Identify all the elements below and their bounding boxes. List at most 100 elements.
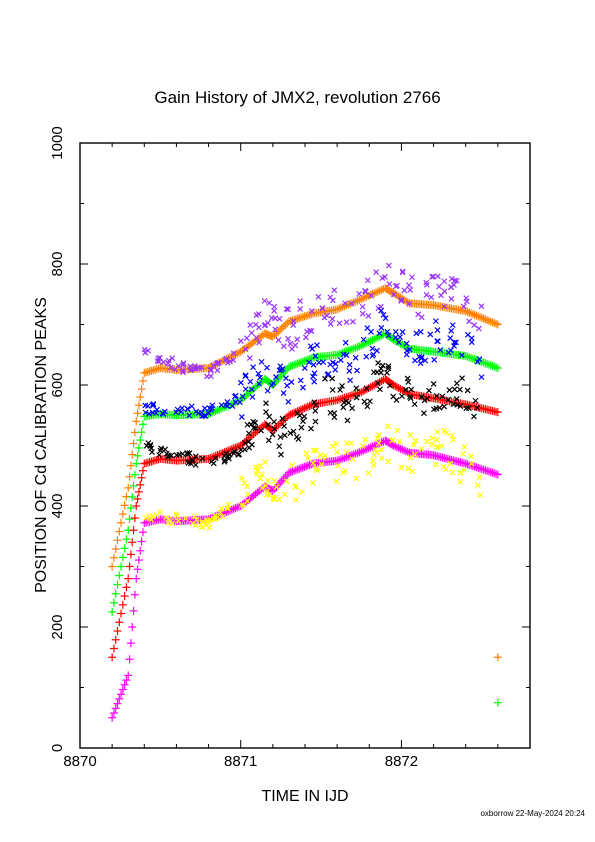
series-2-marker — [276, 372, 284, 381]
series-5-marker — [445, 397, 452, 403]
series-0-marker — [477, 313, 486, 322]
series-5-marker — [337, 387, 344, 393]
series-6-marker — [392, 443, 401, 452]
x-tick-label: 8872 — [385, 753, 418, 770]
series-5-marker — [451, 386, 458, 393]
series-6-marker — [279, 474, 288, 483]
series-2-marker — [370, 335, 379, 344]
series-3-marker — [369, 345, 376, 352]
series-1-marker — [248, 329, 255, 336]
series-3-marker — [406, 346, 413, 353]
series-6-marker — [109, 709, 118, 718]
series-3-marker — [364, 325, 371, 332]
series-2-marker — [303, 355, 312, 364]
series-1-marker — [336, 320, 343, 327]
series-7-marker — [457, 470, 464, 476]
series-5-marker — [242, 440, 248, 446]
series-5-marker — [377, 386, 383, 393]
series-7-marker — [318, 461, 325, 468]
series-7-marker — [434, 444, 441, 451]
series-1-marker — [399, 269, 406, 276]
series-5-marker — [430, 406, 437, 413]
series-4-marker — [136, 480, 145, 489]
series-1-marker — [188, 366, 195, 373]
series-7-marker — [263, 491, 270, 498]
series-5-marker — [276, 443, 283, 450]
series-2-marker — [486, 361, 495, 370]
series-1-marker — [243, 335, 250, 342]
series-0-marker — [351, 297, 360, 306]
series-1-marker — [175, 363, 182, 370]
series-5-marker — [411, 401, 418, 408]
series-6-marker — [493, 470, 502, 479]
series-5-marker — [184, 449, 191, 456]
series-0-marker — [115, 527, 124, 536]
series-1-marker — [230, 350, 237, 357]
series-7-marker — [373, 449, 380, 456]
series-5-marker — [269, 431, 276, 438]
series-2-marker — [117, 562, 126, 571]
series-1-marker — [294, 336, 301, 343]
series-0-marker — [276, 325, 284, 334]
series-1-marker — [342, 300, 349, 307]
series-4-marker — [111, 635, 120, 644]
series-3-marker — [378, 307, 385, 314]
series-5-marker — [156, 452, 163, 458]
series-5-marker — [456, 386, 463, 393]
series-5-marker — [405, 379, 412, 385]
series-7-marker — [259, 471, 265, 478]
series-1-marker — [401, 287, 408, 294]
series-4-marker — [333, 396, 342, 405]
series-0-marker — [465, 308, 474, 317]
series-5-marker — [471, 413, 477, 420]
series-3-marker — [188, 403, 195, 410]
series-4-marker — [134, 487, 143, 496]
series-0-marker — [333, 305, 342, 314]
series-1-marker — [210, 362, 217, 369]
series-0-marker — [125, 472, 134, 481]
series-0-marker — [463, 307, 472, 316]
series-3-marker — [392, 334, 399, 341]
series-0-marker — [488, 318, 497, 327]
series-3-marker — [311, 378, 318, 385]
series-6-marker — [231, 504, 240, 513]
series-1-marker — [222, 357, 229, 364]
series-3-marker — [478, 374, 485, 381]
series-6-marker — [111, 704, 120, 713]
series-7-marker — [238, 502, 245, 509]
series-1-marker — [434, 273, 441, 280]
series-4-marker — [392, 383, 401, 392]
series-0-marker — [372, 288, 381, 297]
series-3-marker — [369, 352, 376, 359]
series-7-marker — [262, 459, 268, 466]
series-3-marker — [173, 409, 180, 416]
series-3-marker — [232, 399, 239, 405]
series-2-marker — [293, 359, 302, 368]
series-2-marker — [133, 451, 142, 460]
series-2-marker — [372, 334, 381, 343]
series-3-marker — [238, 414, 245, 420]
series-6-marker — [130, 590, 139, 599]
series-3-marker — [417, 360, 424, 367]
series-2-marker — [209, 407, 218, 416]
series-1-marker — [227, 358, 234, 365]
series-7-marker — [292, 496, 299, 503]
series-4-marker — [346, 391, 355, 400]
series-4-marker — [126, 550, 135, 559]
series-1-marker — [428, 294, 435, 301]
series-3-marker — [229, 403, 236, 409]
series-6-marker — [137, 537, 146, 546]
series-0-marker — [118, 510, 127, 519]
series-7-marker — [150, 513, 156, 519]
series-2-marker — [357, 341, 366, 350]
series-1-marker — [359, 310, 366, 317]
series-0-marker — [483, 316, 492, 325]
series-1-marker — [285, 335, 291, 342]
series-3-marker — [288, 379, 295, 386]
series-5-marker — [293, 434, 300, 440]
series-7-marker — [476, 474, 483, 481]
series-7-marker — [173, 511, 180, 517]
series-0-marker — [334, 304, 343, 313]
series-2-marker — [128, 492, 137, 501]
series-4-marker — [117, 609, 126, 618]
